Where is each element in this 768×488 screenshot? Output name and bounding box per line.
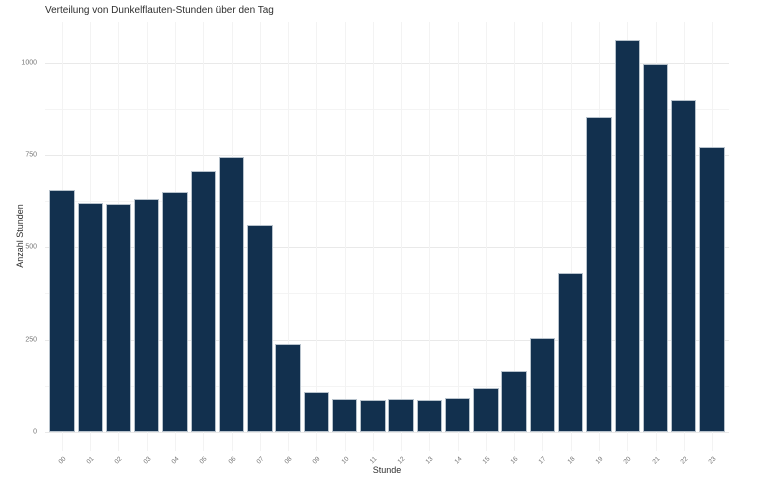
bar-hour-21 bbox=[642, 64, 669, 432]
x-tick-label-00: 00 bbox=[57, 455, 68, 466]
x-tick-label-07: 07 bbox=[255, 455, 266, 466]
gridline-y-major bbox=[45, 154, 729, 156]
x-axis-title: Stunde bbox=[372, 465, 402, 475]
gridline-y-major bbox=[45, 247, 729, 249]
bar-hour-07 bbox=[247, 225, 273, 432]
y-tick-label: 250 bbox=[25, 336, 37, 344]
plot-panel bbox=[45, 22, 729, 451]
gridline-x bbox=[429, 22, 431, 451]
y-tick-label: 0 bbox=[33, 428, 37, 436]
x-tick-label-14: 14 bbox=[453, 455, 464, 466]
x-tick-label-11: 11 bbox=[368, 455, 379, 466]
gridline-x bbox=[457, 22, 459, 451]
x-tick-label-17: 17 bbox=[537, 455, 548, 466]
gridline-y-major bbox=[45, 432, 729, 433]
gridline-x bbox=[570, 22, 572, 451]
bar-hour-03 bbox=[134, 199, 160, 432]
x-tick-label-02: 02 bbox=[113, 455, 124, 466]
bar-hour-04 bbox=[162, 191, 188, 432]
bar-hour-08 bbox=[275, 344, 301, 432]
x-tick-label-18: 18 bbox=[566, 455, 577, 466]
x-tick-label-20: 20 bbox=[622, 455, 633, 466]
bar-hour-22 bbox=[671, 99, 697, 432]
bar-hour-10 bbox=[331, 399, 358, 432]
bar-hour-01 bbox=[77, 202, 103, 432]
x-tick-label-09: 09 bbox=[311, 455, 322, 466]
bar-hour-11 bbox=[360, 399, 386, 432]
bar-hour-13 bbox=[416, 399, 443, 432]
gridline-x bbox=[401, 22, 403, 451]
x-tick-label-15: 15 bbox=[481, 455, 492, 466]
x-tick-label-13: 13 bbox=[424, 455, 435, 466]
bar-hour-09 bbox=[303, 391, 330, 432]
gridline-x bbox=[372, 22, 374, 451]
gridline-y-minor bbox=[45, 201, 729, 203]
bar-hour-16 bbox=[501, 370, 527, 432]
bar-hour-18 bbox=[558, 273, 584, 432]
gridline-y-major bbox=[45, 62, 729, 64]
x-tick-label-05: 05 bbox=[198, 455, 209, 466]
chart-title: Verteilung von Dunkelflauten-Stunden übe… bbox=[45, 5, 274, 16]
x-tick-label-16: 16 bbox=[509, 455, 520, 466]
bar-hour-23 bbox=[699, 146, 725, 432]
x-tick-label-19: 19 bbox=[594, 455, 605, 466]
bar-hour-19 bbox=[586, 116, 612, 432]
bar-hour-00 bbox=[49, 190, 75, 432]
x-tick-label-08: 08 bbox=[283, 455, 294, 466]
x-tick-label-23: 23 bbox=[707, 455, 718, 466]
y-tick-label: 500 bbox=[25, 243, 37, 251]
gridline-x bbox=[344, 22, 346, 451]
x-tick-label-22: 22 bbox=[679, 455, 690, 466]
gridline-y-minor bbox=[45, 108, 729, 110]
x-tick-label-21: 21 bbox=[650, 455, 661, 466]
x-tick-label-01: 01 bbox=[85, 455, 96, 466]
gridline-x bbox=[514, 22, 516, 451]
x-tick-label-10: 10 bbox=[340, 455, 351, 466]
x-tick-label-04: 04 bbox=[170, 455, 181, 466]
gridline-x bbox=[316, 22, 318, 451]
bar-hour-05 bbox=[190, 171, 216, 432]
bar-hour-02 bbox=[105, 204, 132, 432]
gridline-x bbox=[288, 22, 290, 451]
y-tick-label: 750 bbox=[25, 151, 37, 159]
gridline-x bbox=[485, 22, 487, 451]
bar-hour-06 bbox=[218, 156, 245, 432]
bar-hour-14 bbox=[444, 397, 471, 432]
y-tick-label: 1000 bbox=[21, 59, 37, 67]
y-axis-title: Anzahl Stunden bbox=[15, 204, 25, 268]
x-tick-label-03: 03 bbox=[142, 455, 153, 466]
bar-hour-12 bbox=[388, 399, 414, 432]
gridline-y-minor bbox=[45, 293, 729, 295]
gridline-x bbox=[542, 22, 544, 451]
bar-hour-17 bbox=[529, 337, 556, 432]
x-tick-label-06: 06 bbox=[226, 455, 238, 466]
gridline-y-major bbox=[45, 339, 729, 341]
gridline-y-minor bbox=[45, 385, 729, 387]
bar-hour-15 bbox=[473, 388, 499, 432]
bar-hour-20 bbox=[614, 40, 640, 432]
